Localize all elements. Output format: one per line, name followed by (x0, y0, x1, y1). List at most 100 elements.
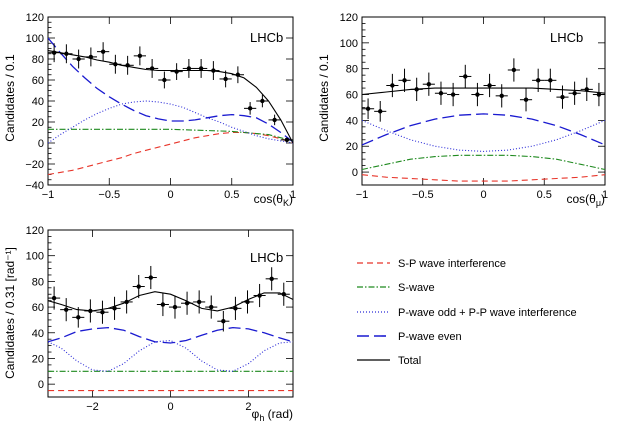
data-point (256, 94, 269, 108)
data-point (48, 43, 61, 63)
data-marker (269, 276, 274, 282)
data-point (60, 298, 73, 322)
y-tick-label: 120 (26, 12, 44, 24)
data-marker (64, 51, 69, 56)
legend-item-p-odd: P-wave odd + P-P wave interference (357, 307, 577, 319)
legend-label-podd: P-wave odd + P-P wave interference (398, 307, 577, 319)
x-tick-label: 2 (245, 401, 251, 413)
data-marker (535, 78, 541, 83)
data-marker (124, 299, 129, 305)
legend-label-total: Total (398, 355, 421, 367)
data-marker (223, 76, 228, 82)
x-tick-label: −0.5 (412, 189, 434, 201)
legend-item-p-even: P-wave even (357, 331, 462, 343)
series-line-total (48, 50, 293, 144)
data-marker (149, 66, 155, 71)
x-tick-label: 1 (602, 189, 608, 201)
data-point (244, 102, 257, 115)
data-marker (572, 91, 577, 96)
data-point (495, 84, 508, 108)
data-marker (272, 117, 277, 123)
data-marker (245, 299, 250, 305)
y-tick-label: 20 (32, 117, 44, 129)
data-point (410, 77, 423, 101)
data-marker (247, 106, 253, 111)
data-point (84, 299, 97, 323)
series-line-s (362, 154, 605, 171)
data-point (132, 274, 145, 299)
data-marker (211, 68, 216, 73)
data-marker (450, 92, 456, 97)
data-point (398, 68, 411, 92)
y-tick-label: 60 (32, 302, 44, 314)
data-marker (136, 284, 141, 289)
legend-item-s-wave: S-wave (357, 282, 435, 294)
chart-cos-theta-mu: LHCb Candidates / 0.1 cos(θμ) 0 20 40 60 80 1… (317, 12, 608, 208)
data-marker (198, 66, 204, 71)
data-marker (365, 106, 371, 111)
data-point (507, 58, 520, 82)
data-point (241, 290, 254, 314)
series-line-podd (48, 339, 293, 372)
data-point (109, 54, 122, 74)
data-point (170, 63, 183, 80)
data-marker (257, 293, 262, 298)
lhcb-label: LHCb (550, 30, 583, 45)
y-axis-label: Candidates / 0.31 [rad⁻¹] (3, 247, 17, 379)
data-marker (51, 295, 57, 301)
data-marker (499, 93, 504, 99)
data-marker (51, 50, 57, 55)
y-tick-label: 20 (346, 141, 358, 153)
x-tick-label: 0 (167, 401, 173, 413)
x-tick-label: 0 (167, 189, 173, 201)
data-marker (63, 307, 69, 312)
x-tick-label: 1 (290, 189, 296, 201)
legend: S-P wave interference S-wave P-wave odd … (357, 258, 577, 367)
legend-label-s: S-wave (398, 282, 435, 294)
data-point (362, 98, 375, 120)
data-point (72, 307, 85, 328)
data-point (219, 70, 232, 88)
data-point (205, 295, 218, 319)
data-marker (196, 299, 202, 305)
data-marker (235, 72, 241, 77)
data-point (447, 82, 460, 107)
y-tick-label: 40 (32, 96, 44, 108)
y-axis-label: Candidates / 0.1 (3, 54, 17, 142)
y-tick-label: −40 (25, 180, 44, 192)
y-tick-label: 80 (32, 276, 44, 288)
series-line-podd (362, 119, 605, 152)
data-marker (186, 66, 192, 71)
data-marker (463, 74, 468, 79)
data-marker (438, 91, 444, 96)
data-point (182, 59, 195, 78)
data-point (181, 291, 194, 315)
data-marker (260, 98, 265, 104)
data-marker (76, 56, 81, 62)
y-tick-label: 0 (352, 167, 358, 179)
series-group (362, 58, 605, 182)
data-point (144, 265, 157, 290)
data-point (268, 114, 281, 126)
data-point (544, 68, 557, 92)
x-tick-label: −2 (86, 401, 99, 413)
data-marker (281, 292, 286, 297)
legend-item-sp-interference: S-P wave interference (357, 258, 506, 270)
data-point (519, 88, 533, 112)
data-marker (487, 83, 492, 88)
data-marker (426, 82, 432, 87)
data-point (556, 85, 569, 109)
data-marker (100, 49, 106, 54)
data-point (108, 296, 121, 320)
data-marker (100, 310, 105, 315)
data-point (231, 66, 244, 84)
data-point (133, 46, 146, 66)
series-line-sp (362, 174, 605, 182)
data-point (207, 61, 220, 80)
data-marker (596, 92, 602, 97)
data-point (156, 292, 169, 317)
y-tick-label: 0 (38, 379, 44, 391)
data-point (374, 101, 387, 122)
x-tick-label: 0.5 (224, 189, 239, 201)
data-point (483, 73, 496, 98)
